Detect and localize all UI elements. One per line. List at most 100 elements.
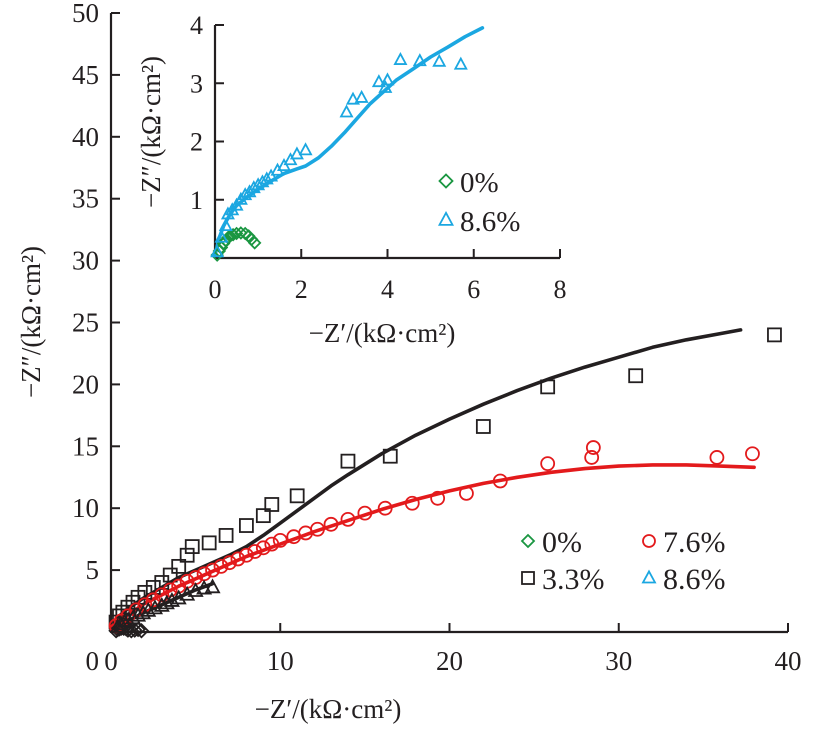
main-data-point-square xyxy=(289,488,305,504)
inset-data-point-diamond xyxy=(226,227,240,242)
inset-data-point-triangle xyxy=(218,218,233,231)
main-data-point-circle xyxy=(222,555,237,571)
inset-data-point-triangle xyxy=(220,206,235,220)
inset-data-point-triangle xyxy=(412,53,427,67)
main-legend-label: 7.6% xyxy=(663,526,726,559)
main-legend-marker-triangle xyxy=(641,569,657,584)
main-data-point-circle xyxy=(154,587,170,603)
main-fit-lines xyxy=(109,328,756,633)
main-legend-label: 0% xyxy=(542,526,582,559)
main-data-point-circle xyxy=(205,562,220,578)
main-legend: 0% 7.6% 3.3% 8.6% xyxy=(520,526,726,596)
inset-axes: 0 2 4 6 8 1 2 3 4 xyxy=(190,11,567,304)
main-data-point-square xyxy=(628,368,644,384)
main-x-tick-label: 20 xyxy=(436,646,463,676)
main-data-point-diamond xyxy=(130,621,146,638)
main-data-point-square xyxy=(767,327,782,343)
main-data-point-circle xyxy=(404,495,420,511)
main-data-point-diamond xyxy=(126,622,143,638)
inset-x-tick-label: 4 xyxy=(381,275,394,304)
inset-x-tick-label: 8 xyxy=(554,275,567,304)
main-y-tick-label: 10 xyxy=(72,493,99,523)
main-origin-label: 0 xyxy=(86,646,100,676)
inset-data-points xyxy=(210,52,468,262)
inset-x-tick-label: 6 xyxy=(467,275,480,304)
inset-data-point-triangle xyxy=(298,142,313,156)
main-data-point-triangle xyxy=(196,579,213,595)
inset-data-point-triangle xyxy=(371,74,386,88)
main-data-point-square xyxy=(264,497,280,512)
main-x-tick-label: 10 xyxy=(267,646,294,676)
inset-data-point-triangle xyxy=(393,52,408,65)
inset-data-point-triangle xyxy=(354,89,369,103)
main-x-tick-label: 40 xyxy=(775,646,802,676)
main-data-point-circle xyxy=(272,532,288,548)
inset-legend: 0% 8.6% xyxy=(437,167,520,238)
inset-legend-marker-triangle xyxy=(437,210,455,226)
main-data-point-circle xyxy=(492,473,508,489)
inset-data-point-diamond xyxy=(247,236,262,250)
main-y-tick-label: 40 xyxy=(72,122,99,152)
main-legend-marker-circle xyxy=(642,534,656,548)
inset-data-point-triangle xyxy=(380,72,395,86)
main-data-point-square xyxy=(179,547,195,563)
inset-data-point-triangle xyxy=(345,91,361,105)
main-legend-marker-square xyxy=(521,571,535,585)
main-data-point-circle xyxy=(540,456,556,472)
inset-data-point-diamond xyxy=(234,226,248,240)
main-data-point-square xyxy=(540,379,556,395)
inset-y-tick-label: 2 xyxy=(190,128,203,157)
main-data-point-circle xyxy=(745,446,760,462)
main-x-axis-title: −Z′/(kΩ·cm²) xyxy=(255,694,402,724)
inset-x-tick-label: 0 xyxy=(209,275,222,304)
main-data-point-circle xyxy=(340,511,356,527)
main-data-point-circle xyxy=(310,521,325,537)
inset-plot: 0 2 4 6 8 1 2 3 4 −Z′/(kΩ·cm²) −Z″/(kΩ·cm²) 0% 8.… xyxy=(136,11,567,348)
main-legend-label: 3.3% xyxy=(542,563,605,596)
main-data-point-circle xyxy=(709,450,725,465)
main-data-points xyxy=(108,327,782,639)
inset-data-point-triangle xyxy=(378,79,393,93)
main-data-point-square xyxy=(201,535,217,551)
inset-data-point-diamond xyxy=(223,229,237,243)
main-data-point-circle xyxy=(230,551,246,567)
main-y-tick-label: 35 xyxy=(72,184,99,214)
main-data-point-square xyxy=(238,518,254,533)
main-data-point-circle xyxy=(459,485,474,501)
inset-y-tick-label: 1 xyxy=(190,186,203,215)
inset-y-axis-title: −Z″/(kΩ·cm²) xyxy=(136,56,166,208)
main-data-point-circle xyxy=(238,547,254,563)
inset-data-point-triangle xyxy=(238,187,253,201)
main-y-axis-title: −Z″/(kΩ·cm²) xyxy=(16,246,46,398)
main-data-point-circle xyxy=(585,440,601,455)
inset-data-point-triangle xyxy=(214,229,229,243)
main-fit-line-76 xyxy=(109,463,756,629)
main-data-point-triangle xyxy=(146,599,164,615)
inset-legend-label: 8.6% xyxy=(460,206,520,238)
inset-legend-label: 0% xyxy=(460,167,499,199)
inset-x-tick-label: 2 xyxy=(295,275,308,304)
inset-y-tick-label: 4 xyxy=(190,11,203,40)
main-legend-marker-diamond xyxy=(520,533,536,549)
main-y-tick-label: 20 xyxy=(72,369,99,399)
inset-data-point-triangle xyxy=(259,171,274,185)
main-y-tick-label: 45 xyxy=(72,60,99,90)
main-y-tick-label: 15 xyxy=(72,431,99,461)
main-data-point-diamond xyxy=(133,622,150,639)
main-x-tick-label: 0 xyxy=(104,646,118,676)
inset-data-point-diamond xyxy=(219,233,233,248)
main-data-point-circle xyxy=(584,450,600,465)
main-data-point-square xyxy=(162,567,178,583)
inset-data-point-triangle xyxy=(210,244,225,258)
inset-data-point-triangle xyxy=(339,104,354,118)
main-data-point-triangle xyxy=(158,594,175,610)
inset-y-tick-label: 3 xyxy=(190,69,203,98)
main-data-point-square xyxy=(255,508,271,524)
main-data-point-triangle xyxy=(135,604,152,620)
main-data-point-circle xyxy=(430,490,446,506)
inset-data-point-triangle xyxy=(242,184,257,198)
main-data-point-circle xyxy=(264,536,280,552)
main-data-point-square xyxy=(171,558,187,574)
